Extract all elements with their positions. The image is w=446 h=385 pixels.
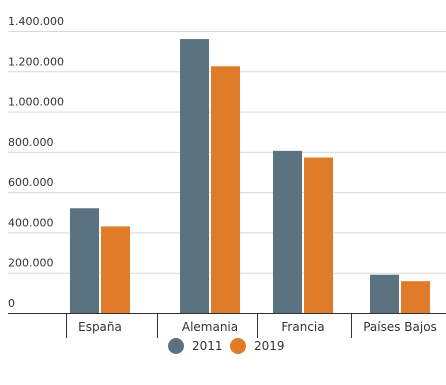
x-tick-label: Alemania [182,320,238,334]
bar-2019-0 [101,226,130,313]
bar-2019-1 [211,66,240,313]
bar-2011-3 [370,274,399,313]
y-tick-label: 800.000 [8,136,54,149]
x-tick-label: Francia [281,320,324,334]
y-tick-label: 1.400.000 [8,15,64,28]
x-tick-label: Países Bajos [363,320,437,334]
x-axis-tick-labels: España Alemania Francia Países Bajos [78,320,437,334]
legend-swatch-2019 [230,338,246,354]
legend[interactable]: 2011 2019 [168,338,285,354]
legend-item-2011[interactable]: 2011 [168,338,223,354]
y-tick-label: 600.000 [8,176,54,189]
bar-2011-0 [70,208,99,313]
legend-swatch-2011 [168,338,184,354]
bar-2011-1 [180,39,209,314]
bar-2019-2 [304,157,333,313]
bar-2011-2 [273,150,302,313]
y-tick-label: 0 [8,297,15,310]
y-tick-label: 1.200.000 [8,55,64,68]
legend-label: 2019 [254,339,285,353]
bar-2019-3 [401,281,430,313]
x-axis [8,313,446,338]
bars [70,39,430,314]
legend-item-2019[interactable]: 2019 [230,338,285,354]
y-axis-tick-labels: 0 200.000 400.000 600.000 800.000 1.000.000 1.… [8,15,64,310]
x-tick-label: España [78,320,122,334]
y-tick-label: 1.000.000 [8,96,64,109]
y-tick-label: 200.000 [8,257,54,270]
y-tick-label: 400.000 [8,216,54,229]
legend-label: 2011 [192,339,223,353]
